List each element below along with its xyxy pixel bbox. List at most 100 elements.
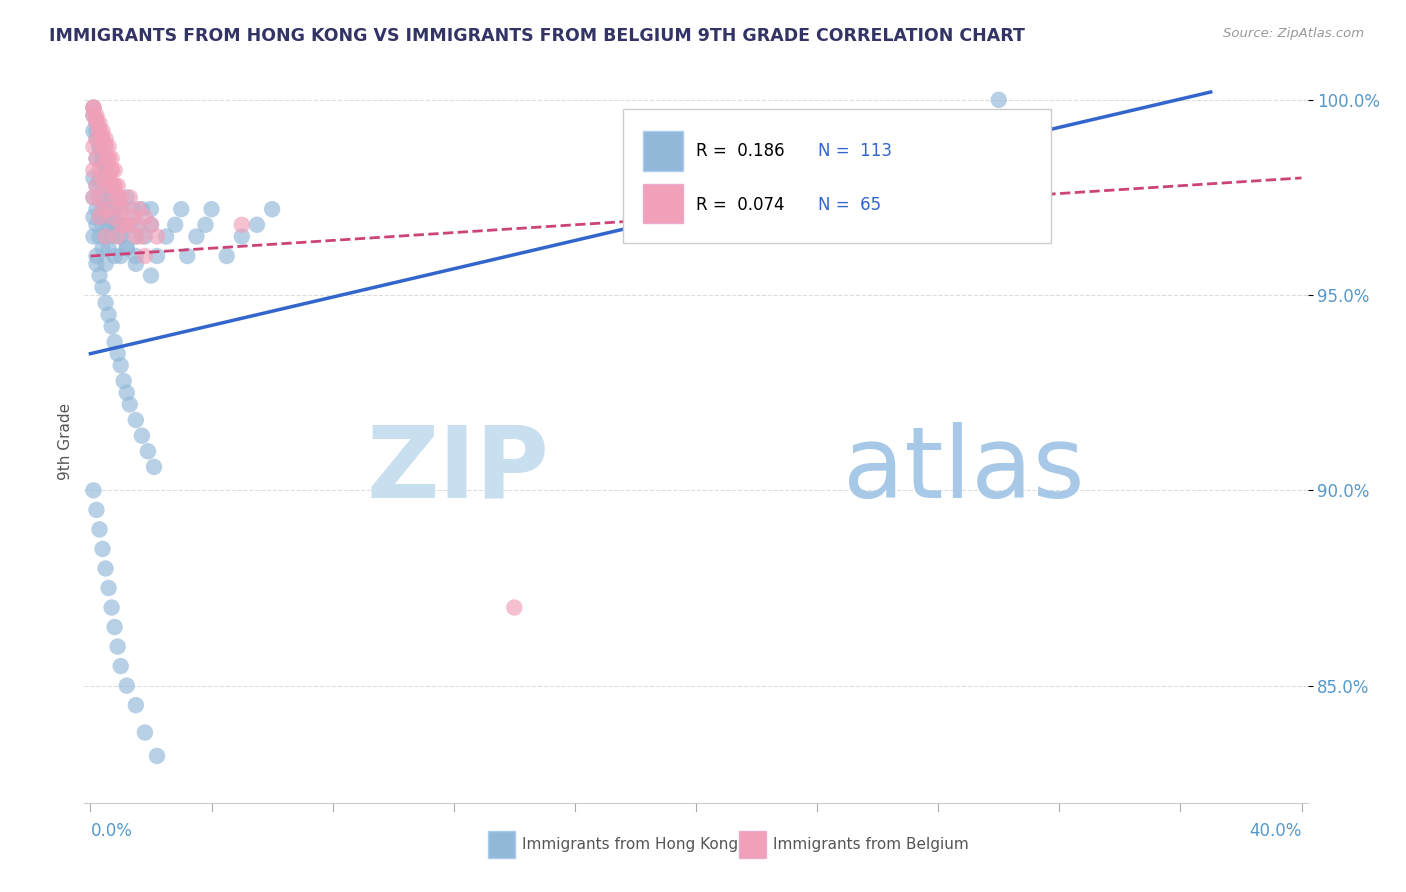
Point (91, 241, 114, 255)
Point (115, 385, 138, 400)
Point (89, 132, 111, 146)
Text: N =  113: N = 113 (818, 142, 893, 160)
Point (97, 139, 120, 153)
Point (194, 218, 217, 232)
Point (89, 268, 111, 283)
Point (136, 444, 159, 458)
Text: Source: ZipAtlas.com: Source: ZipAtlas.com (1223, 27, 1364, 40)
Point (104, 202, 127, 216)
Point (107, 229, 129, 244)
Point (104, 190, 127, 204)
Point (86, 249, 108, 263)
Point (115, 241, 138, 255)
Point (100, 152, 122, 166)
Point (91, 280, 114, 294)
Point (91, 202, 114, 216)
Point (94, 139, 117, 153)
Point (86, 124, 108, 138)
Point (100, 163, 122, 178)
Point (110, 359, 132, 373)
Text: ZIP: ZIP (367, 422, 550, 519)
Point (246, 218, 269, 232)
Text: 40.0%: 40.0% (1249, 822, 1302, 840)
Point (89, 163, 111, 178)
Point (100, 190, 122, 204)
Point (134, 725, 156, 739)
Point (82, 101, 104, 115)
Point (82, 170, 104, 185)
Point (262, 202, 284, 216)
Point (91, 132, 114, 146)
Point (107, 178, 129, 193)
Point (89, 210, 111, 224)
Point (94, 178, 117, 193)
Bar (738, 831, 766, 858)
Point (82, 108, 104, 122)
Text: N =  65: N = 65 (818, 195, 882, 213)
Point (165, 218, 187, 232)
Point (115, 218, 138, 232)
Text: 0.0%: 0.0% (90, 822, 132, 840)
Point (86, 152, 108, 166)
Point (121, 210, 143, 224)
Point (94, 296, 117, 310)
Point (89, 190, 111, 204)
Point (86, 178, 108, 193)
Point (86, 202, 108, 216)
Point (94, 229, 117, 244)
Point (86, 116, 108, 130)
Point (131, 428, 153, 442)
Point (91, 132, 114, 146)
Point (89, 523, 111, 537)
Point (91, 178, 114, 193)
Point (86, 503, 108, 517)
Text: atlas: atlas (842, 422, 1084, 519)
Point (91, 152, 114, 166)
Point (97, 241, 120, 255)
Point (125, 698, 148, 713)
Point (82, 124, 104, 138)
Point (89, 190, 111, 204)
Point (97, 202, 120, 216)
Point (86, 218, 108, 232)
Point (170, 202, 193, 216)
Point (134, 229, 156, 244)
Point (86, 132, 108, 146)
Point (134, 249, 156, 263)
Point (107, 346, 129, 360)
Point (110, 202, 132, 216)
Point (112, 374, 135, 388)
Point (89, 116, 111, 130)
Point (94, 163, 117, 178)
Point (82, 190, 104, 204)
Point (100, 600, 122, 615)
Point (100, 319, 122, 334)
Point (112, 218, 135, 232)
Text: R =  0.186: R = 0.186 (696, 142, 785, 160)
Point (107, 640, 129, 654)
Point (86, 152, 108, 166)
Text: Immigrants from Hong Kong: Immigrants from Hong Kong (522, 838, 738, 852)
Point (104, 202, 127, 216)
Point (128, 202, 150, 216)
Point (110, 249, 132, 263)
Point (121, 202, 143, 216)
Point (112, 202, 135, 216)
Point (94, 132, 117, 146)
Point (104, 334, 127, 349)
Point (100, 178, 122, 193)
Point (110, 202, 132, 216)
Point (97, 152, 120, 166)
Point (104, 218, 127, 232)
Point (176, 249, 198, 263)
Point (89, 124, 111, 138)
Point (139, 218, 162, 232)
Point (100, 229, 122, 244)
Point (91, 139, 114, 153)
Point (104, 178, 127, 193)
Point (100, 210, 122, 224)
Point (139, 202, 162, 216)
Point (91, 218, 114, 232)
Point (104, 163, 127, 178)
Text: R =  0.074: R = 0.074 (696, 195, 785, 213)
